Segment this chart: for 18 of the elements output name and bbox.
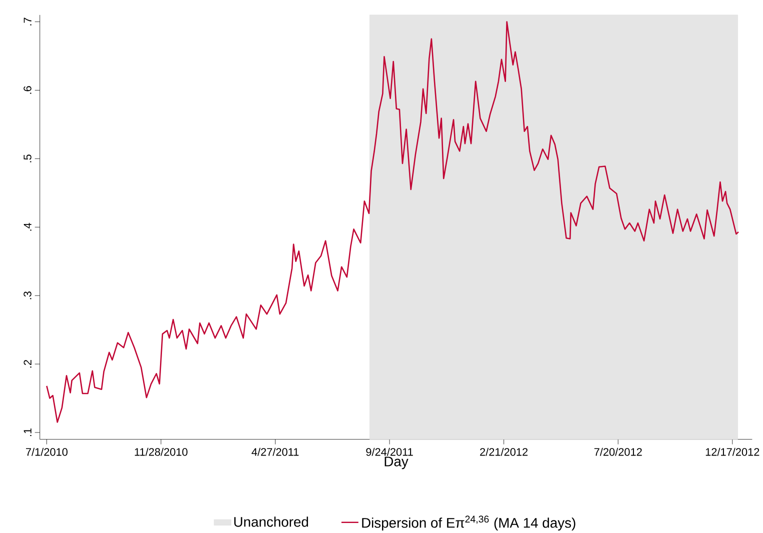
y-tick-label: .2 — [24, 360, 32, 368]
x-tick-label: 12/17/2012 — [706, 448, 760, 456]
y-tick-label: .1 — [24, 428, 32, 436]
y-tick-label: .5 — [24, 154, 32, 162]
y-tick-label: .4 — [24, 222, 32, 231]
legend-label: Unanchored — [234, 516, 308, 527]
x-tick-label: 9/24/2011 — [366, 448, 413, 456]
y-tick-label: .7 — [24, 18, 32, 26]
x-tick-label: 4/27/2011 — [252, 448, 299, 456]
line-series — [46, 21, 740, 423]
x-tick-label: 7/20/2012 — [594, 448, 642, 456]
x-axis-title: Day — [384, 456, 408, 470]
x-tick-label: 2/21/2012 — [480, 448, 528, 456]
y-tick-label: .6 — [24, 86, 32, 94]
x-tick-label: 7/1/2010 — [26, 448, 68, 456]
x-tick-label: 11/28/2010 — [134, 448, 188, 456]
y-tick-label: .3 — [24, 291, 32, 300]
legend-label: Dispersion of Eπ$^{24,36}$ (MA 14 days) — [362, 516, 576, 530]
